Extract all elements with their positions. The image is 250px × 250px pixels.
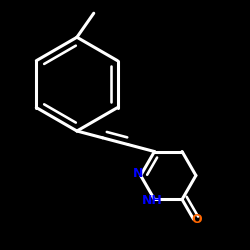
Text: N: N (133, 167, 143, 180)
Text: O: O (191, 213, 202, 226)
Text: NH: NH (142, 194, 163, 207)
